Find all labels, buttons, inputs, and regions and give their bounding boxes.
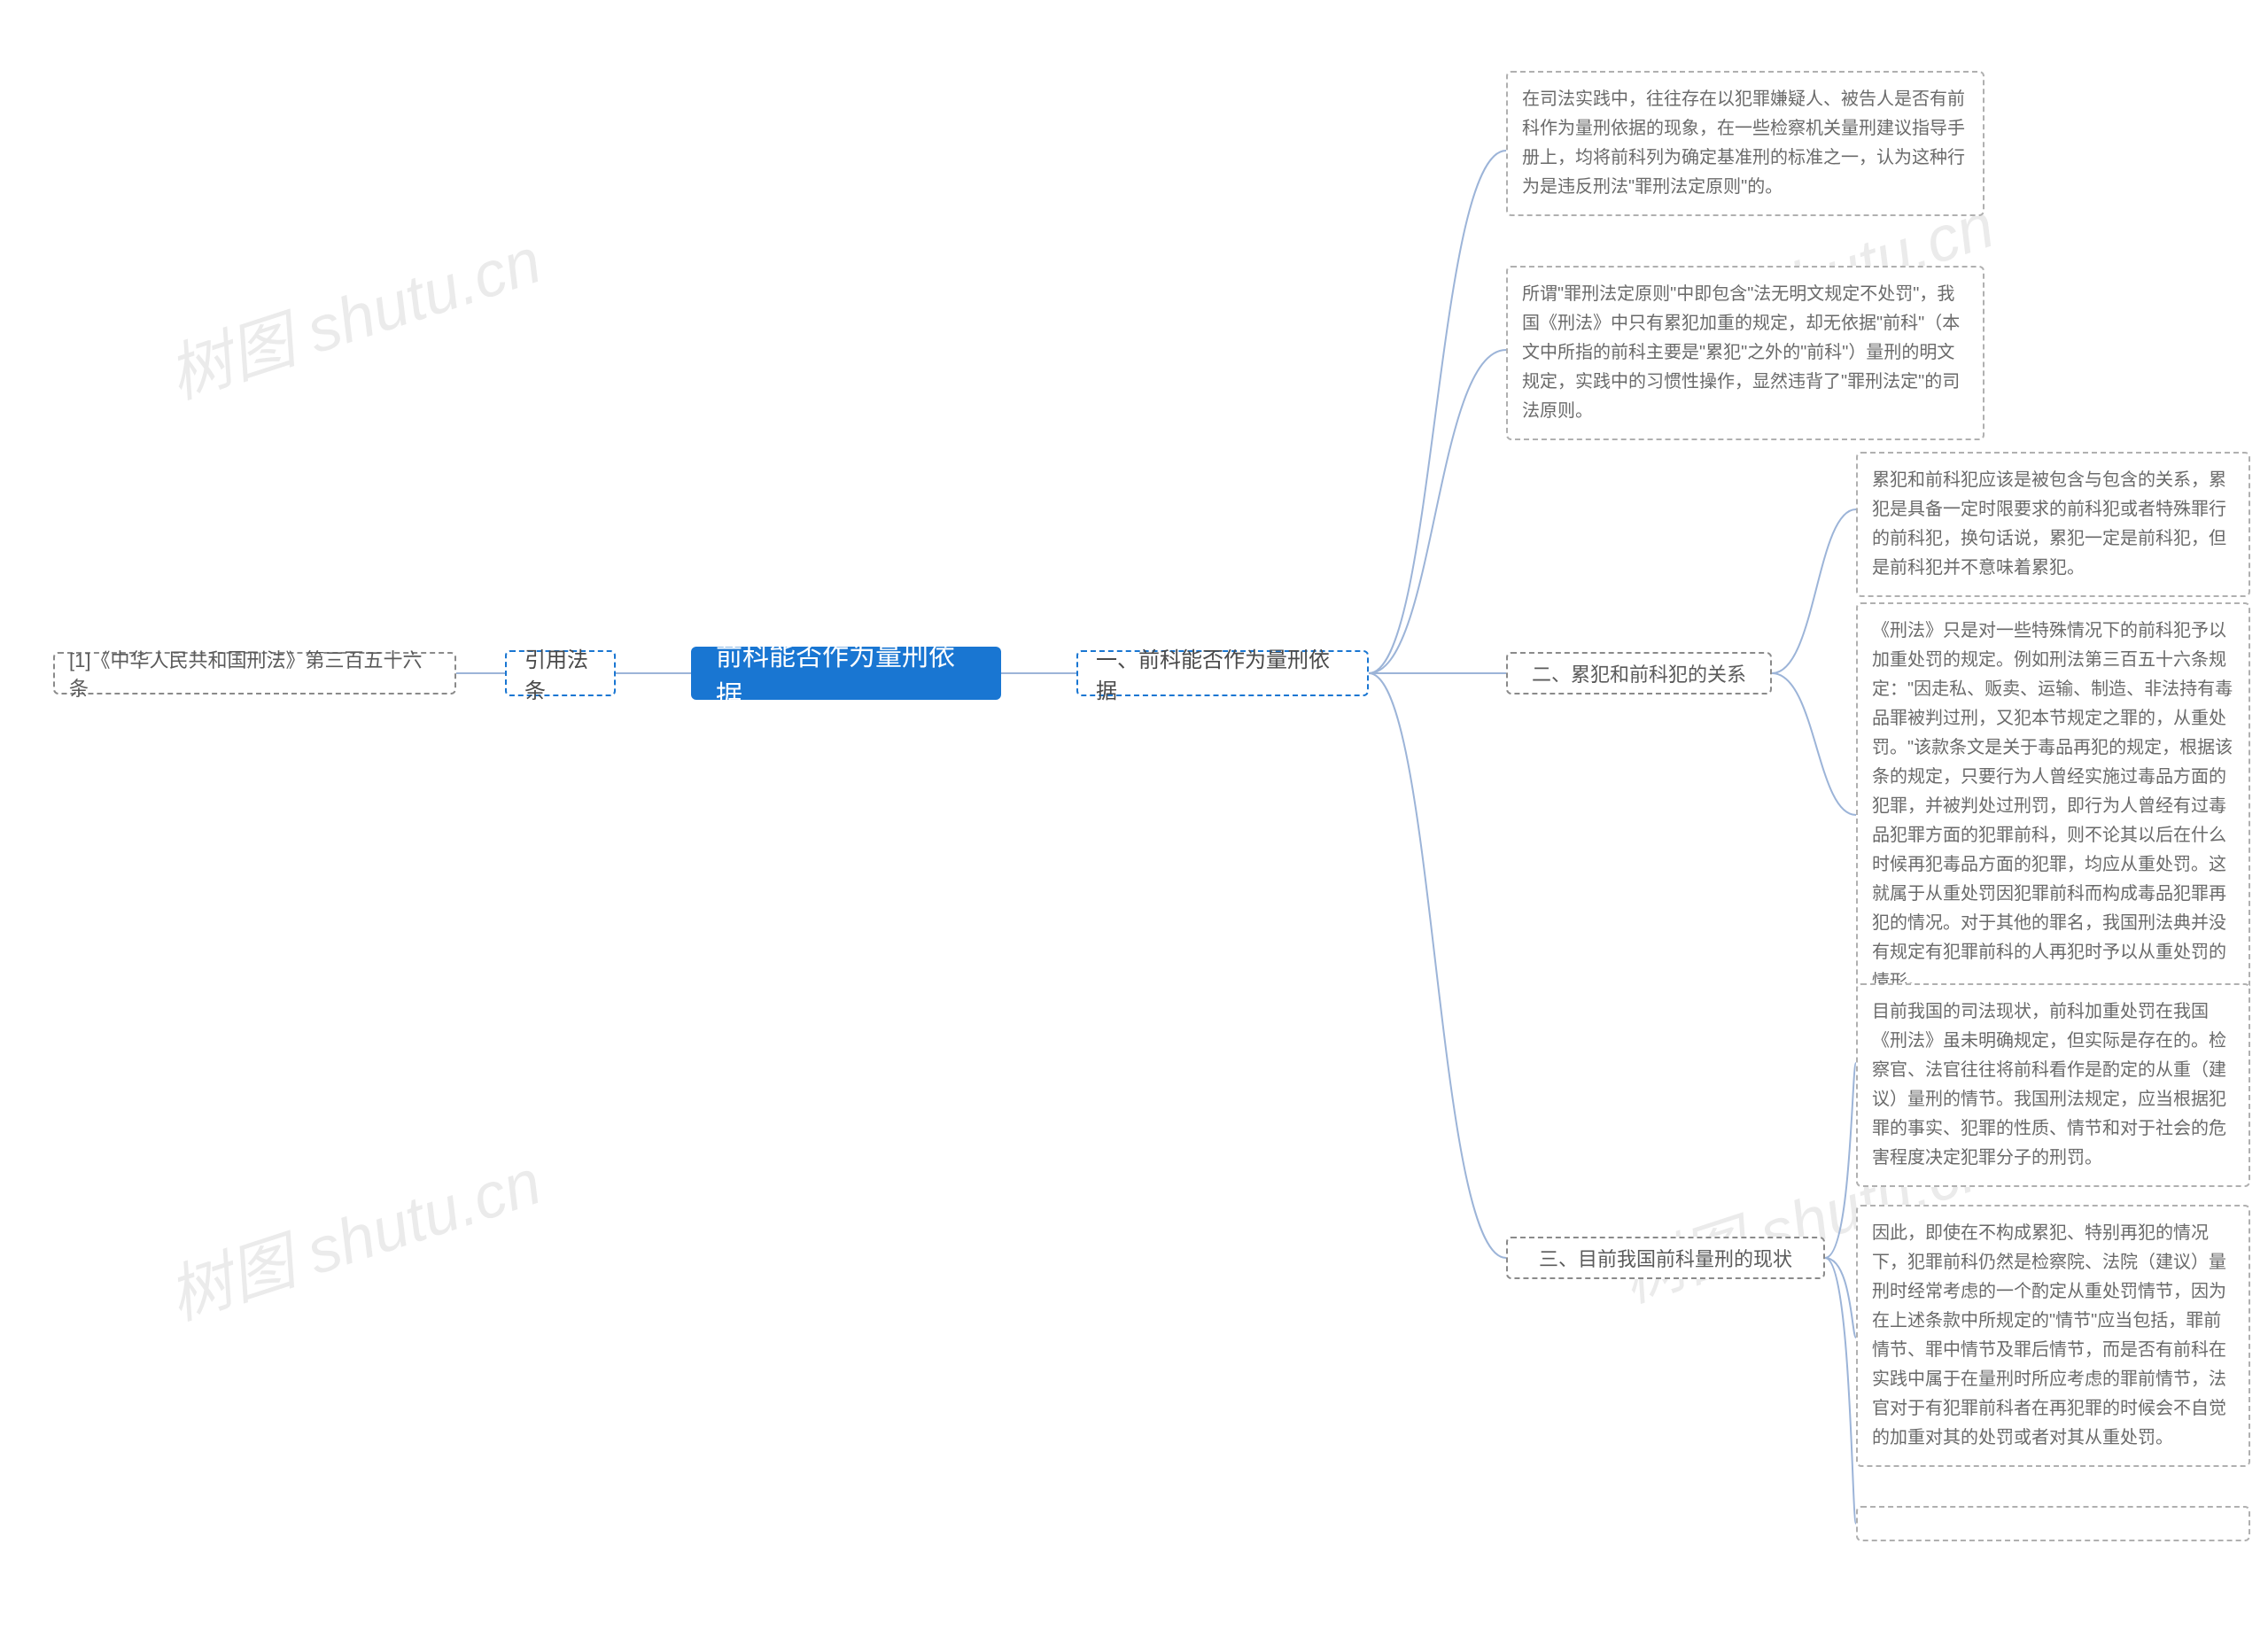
- leaf-r3-2[interactable]: [1856, 1506, 2250, 1541]
- watermark: 树图 shutu.cn: [154, 1129, 550, 1338]
- watermark: 树图 shutu.cn: [154, 208, 550, 416]
- leaf-r2-1[interactable]: 《刑法》只是对一些特殊情况下的前科犯予以加重处罚的规定。例如刑法第三百五十六条规…: [1856, 602, 2250, 1011]
- leaf-text: [1]《中华人民共和国刑法》第三百五十六条: [69, 645, 440, 702]
- branch2-status[interactable]: 三、目前我国前科量刑的现状: [1506, 1237, 1825, 1279]
- branch1-right[interactable]: 一、前科能否作为量刑依据: [1076, 650, 1369, 696]
- leaf-r2-0[interactable]: 累犯和前科犯应该是被包含与包含的关系，累犯是具备一定时限要求的前科犯或者特殊罪行…: [1856, 452, 2250, 597]
- root-label: 前科能否作为量刑依据: [716, 634, 976, 712]
- leaf-r3-0[interactable]: 目前我国的司法现状，前科加重处罚在我国《刑法》虽未明确规定，但实际是存在的。检察…: [1856, 983, 2250, 1187]
- leaf-text: 所谓"罪刑法定原则"中即包含"法无明文规定不处罚"，我国《刑法》中只有累犯加重的…: [1522, 280, 1969, 426]
- root-node[interactable]: 前科能否作为量刑依据: [691, 647, 1001, 700]
- leaf-text: 累犯和前科犯应该是被包含与包含的关系，累犯是具备一定时限要求的前科犯或者特殊罪行…: [1872, 466, 2234, 583]
- branch1-right-label: 一、前科能否作为量刑依据: [1096, 642, 1349, 704]
- leaf-r3-1[interactable]: 因此，即使在不构成累犯、特别再犯的情况下，犯罪前科仍然是检察院、法院（建议）量刑…: [1856, 1205, 2250, 1467]
- branch2-label: 二、累犯和前科犯的关系: [1532, 659, 1746, 687]
- leaf-text: 《刑法》只是对一些特殊情况下的前科犯予以加重处罚的规定。例如刑法第三百五十六条规…: [1872, 617, 2234, 997]
- leaf-r1-1[interactable]: 所谓"罪刑法定原则"中即包含"法无明文规定不处罚"，我国《刑法》中只有累犯加重的…: [1506, 266, 1984, 440]
- leaf-text: 目前我国的司法现状，前科加重处罚在我国《刑法》虽未明确规定，但实际是存在的。检察…: [1872, 997, 2234, 1173]
- leaf-left-0[interactable]: [1]《中华人民共和国刑法》第三百五十六条: [53, 652, 456, 694]
- leaf-text: 在司法实践中，往往存在以犯罪嫌疑人、被告人是否有前科作为量刑依据的现象，在一些检…: [1522, 85, 1969, 202]
- branch1-left[interactable]: 引用法条: [505, 650, 616, 696]
- branch2-relation[interactable]: 二、累犯和前科犯的关系: [1506, 652, 1772, 694]
- leaf-text: 因此，即使在不构成累犯、特别再犯的情况下，犯罪前科仍然是检察院、法院（建议）量刑…: [1872, 1219, 2234, 1453]
- branch1-left-label: 引用法条: [524, 642, 596, 704]
- branch2-label: 三、目前我国前科量刑的现状: [1539, 1244, 1792, 1272]
- leaf-r1-0[interactable]: 在司法实践中，往往存在以犯罪嫌疑人、被告人是否有前科作为量刑依据的现象，在一些检…: [1506, 71, 1984, 216]
